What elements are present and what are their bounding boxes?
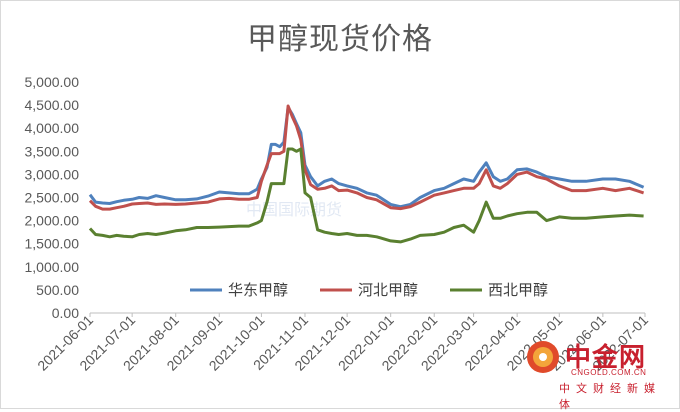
- legend-label: 西北甲醇: [488, 281, 548, 299]
- series-line-2: [88, 104, 645, 211]
- legend-item-2: 河北甲醇: [320, 281, 418, 299]
- y-tick-label: 0.00: [52, 305, 79, 321]
- y-tick-label: 3,500.00: [25, 143, 80, 159]
- legend: 华东甲醇 河北甲醇 西北甲醇: [190, 281, 548, 299]
- legend-item-3: 西北甲醇: [450, 281, 548, 299]
- y-axis: 5,000.00 4,500.00 4,000.00 3,500.00 3,000.00…: [25, 74, 80, 321]
- logo-url: CNGOLD.COM.CN: [571, 368, 647, 377]
- y-tick-label: 1,500.00: [25, 236, 80, 252]
- legend-item-1: 华东甲醇: [190, 281, 288, 299]
- series-lines: [88, 104, 645, 244]
- logo-subtitle: 中文财经新媒体: [559, 382, 661, 411]
- series-line-3: [88, 147, 644, 244]
- y-tick-label: 4,500.00: [25, 97, 80, 113]
- legend-label: 华东甲醇: [228, 281, 288, 299]
- watermark: 中国国际期货: [246, 200, 343, 219]
- y-tick-label: 1,000.00: [25, 259, 80, 275]
- logo-name: 中金网: [565, 343, 647, 373]
- y-tick-label: 2,000.00: [25, 213, 80, 229]
- legend-label: 河北甲醇: [358, 281, 418, 299]
- y-tick-label: 3,000.00: [25, 166, 80, 182]
- y-tick-label: 4,000.00: [25, 120, 80, 136]
- y-tick-label: 5,000.00: [25, 74, 80, 90]
- chart-title: 甲醇现货价格: [247, 22, 433, 57]
- y-tick-label: 2,500.00: [25, 190, 80, 206]
- cngold-logo: 中金网 CNGOLD.COM.CN 中文财经新媒体: [525, 335, 675, 411]
- logo-icon: [527, 341, 559, 373]
- series-line-1: [88, 105, 645, 209]
- y-tick-label: 500.00: [36, 282, 79, 298]
